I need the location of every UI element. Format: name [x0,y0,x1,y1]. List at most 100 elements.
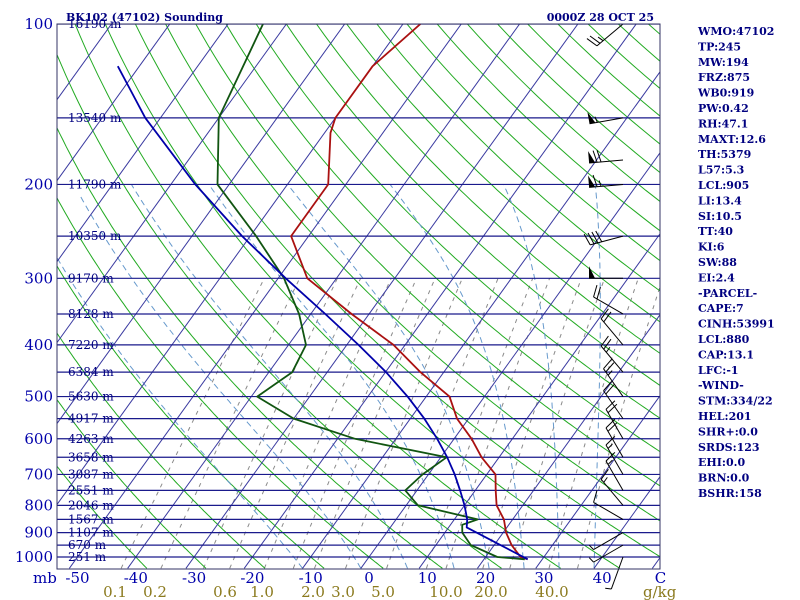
index-value: STM:334/22 [698,395,773,408]
isotherm [535,394,660,569]
index-value: SHR+:0.0 [698,425,758,438]
index-value: -WIND- [698,379,744,392]
profiles [117,24,529,561]
height-label: 10350 m [68,229,122,243]
pressure-tick-label: 200 [24,175,53,193]
index-value: WMO:47102 [697,25,774,38]
mixing-ratio-tick-label: 5.0 [371,583,395,600]
index-value: EHI:0.0 [698,456,745,469]
pressure-tick-label: 400 [24,336,53,354]
index-value: TP:245 [698,40,741,53]
dry-adiabat [57,265,325,569]
dry-adiabat [225,24,660,453]
mixing-ratio-line [577,285,660,569]
pressure-tick-label: 700 [24,465,53,483]
index-value: EI:2.4 [698,271,735,284]
height-label: 8128 m [68,307,114,321]
temperature-tick-label: -50 [65,569,89,587]
index-value: CINH:53991 [698,318,775,331]
wind-barb [600,308,624,346]
height-label: 6384 m [68,365,114,379]
index-value: BRN:0.0 [698,472,750,485]
isotherm [68,24,462,569]
wind-barb [603,381,624,419]
height-label: 11790 m [68,177,122,191]
dry-adiabat [376,24,660,292]
index-value: KI:6 [698,241,725,254]
height-label: 4263 m [68,432,114,446]
height-label: 7220 m [68,338,114,352]
dry-adiabat [165,24,660,522]
pressure-unit-label: mb [33,569,57,587]
index-value: RH:47.1 [698,117,748,130]
parcel-path [117,65,529,561]
wind-barb [600,468,624,506]
pressure-tick-label: 1000 [15,548,53,566]
mixing-ratio-tick-label: 10.0 [429,583,462,600]
wind-barb [593,284,624,315]
wind-barb [583,230,624,246]
wind-barb [600,335,624,373]
dry-adiabat [57,398,207,569]
pressure-tick-label: 500 [24,388,53,406]
wind-barb [588,532,624,551]
index-value: LCL:905 [698,179,749,192]
pressure-tick-label: 800 [24,496,53,514]
dry-adiabat [57,465,148,569]
height-label: 4917 m [68,412,114,426]
wind-barb [593,490,624,520]
grid-lines [57,24,660,569]
index-value: L57:5.3 [698,164,744,177]
index-value: MAXT:12.6 [698,133,766,146]
moist-adiabat [389,184,525,569]
isotherm [127,24,521,569]
pressure-tick-label: 300 [24,269,53,287]
dry-adiabat [134,24,660,558]
index-value: LI:13.4 [698,194,742,207]
wind-barb [587,111,624,125]
mixing-ratio-line [345,278,463,569]
index-value: PW:0.42 [698,102,749,115]
dry-adiabat [315,24,660,354]
indices-panel: WMO:47102 TP:245 MW:194 FRZ:875 WB0:919 PW:0.… [697,25,775,500]
temperature-tick-label: 40 [593,569,612,587]
mixing-ratio-line [425,278,534,569]
isotherm [477,313,660,569]
dry-adiabat [57,332,266,569]
moist-adiabat [208,184,455,569]
index-value: HEL:201 [698,410,752,423]
temperature-profile [290,24,528,561]
temperature-tick-label: -40 [124,569,148,587]
height-label: 2046 m [68,498,114,512]
height-label: 5630 m [68,390,114,404]
dewpoint-profile [216,24,525,561]
temperature-tick-label: 30 [534,569,553,587]
index-value: SW:88 [698,256,737,269]
dry-adiabat [255,24,660,419]
mixing-ratio-tick-label: 0.1 [103,583,127,600]
temperature-tick-label: 0 [364,569,374,587]
index-value: SI:10.5 [698,210,742,223]
height-label: 16190 m [68,17,122,31]
dry-adiabat [104,24,620,569]
mixing-ratio-line [445,278,551,569]
temperature-tick-label: -20 [240,569,264,587]
index-value: WB0:919 [697,87,754,100]
index-value: TH:5379 [698,148,751,161]
temperature-tick-label: 20 [476,569,495,587]
mixing-ratio-tick-label: 0.6 [213,583,237,600]
height-label: 2551 m [68,483,114,497]
moist-adiabat [130,184,408,569]
plot-border [56,23,661,570]
dry-adiabat [57,126,443,569]
index-value: TT:40 [698,225,733,238]
index-value: LCL:880 [698,333,750,346]
height-label: 3087 m [68,467,114,481]
index-value: MW:194 [698,56,749,69]
height-label: 3658 m [68,450,114,464]
height-label: 1567 m [68,512,114,526]
temperature-tick-label: 10 [418,569,437,587]
isotherm [302,71,660,569]
